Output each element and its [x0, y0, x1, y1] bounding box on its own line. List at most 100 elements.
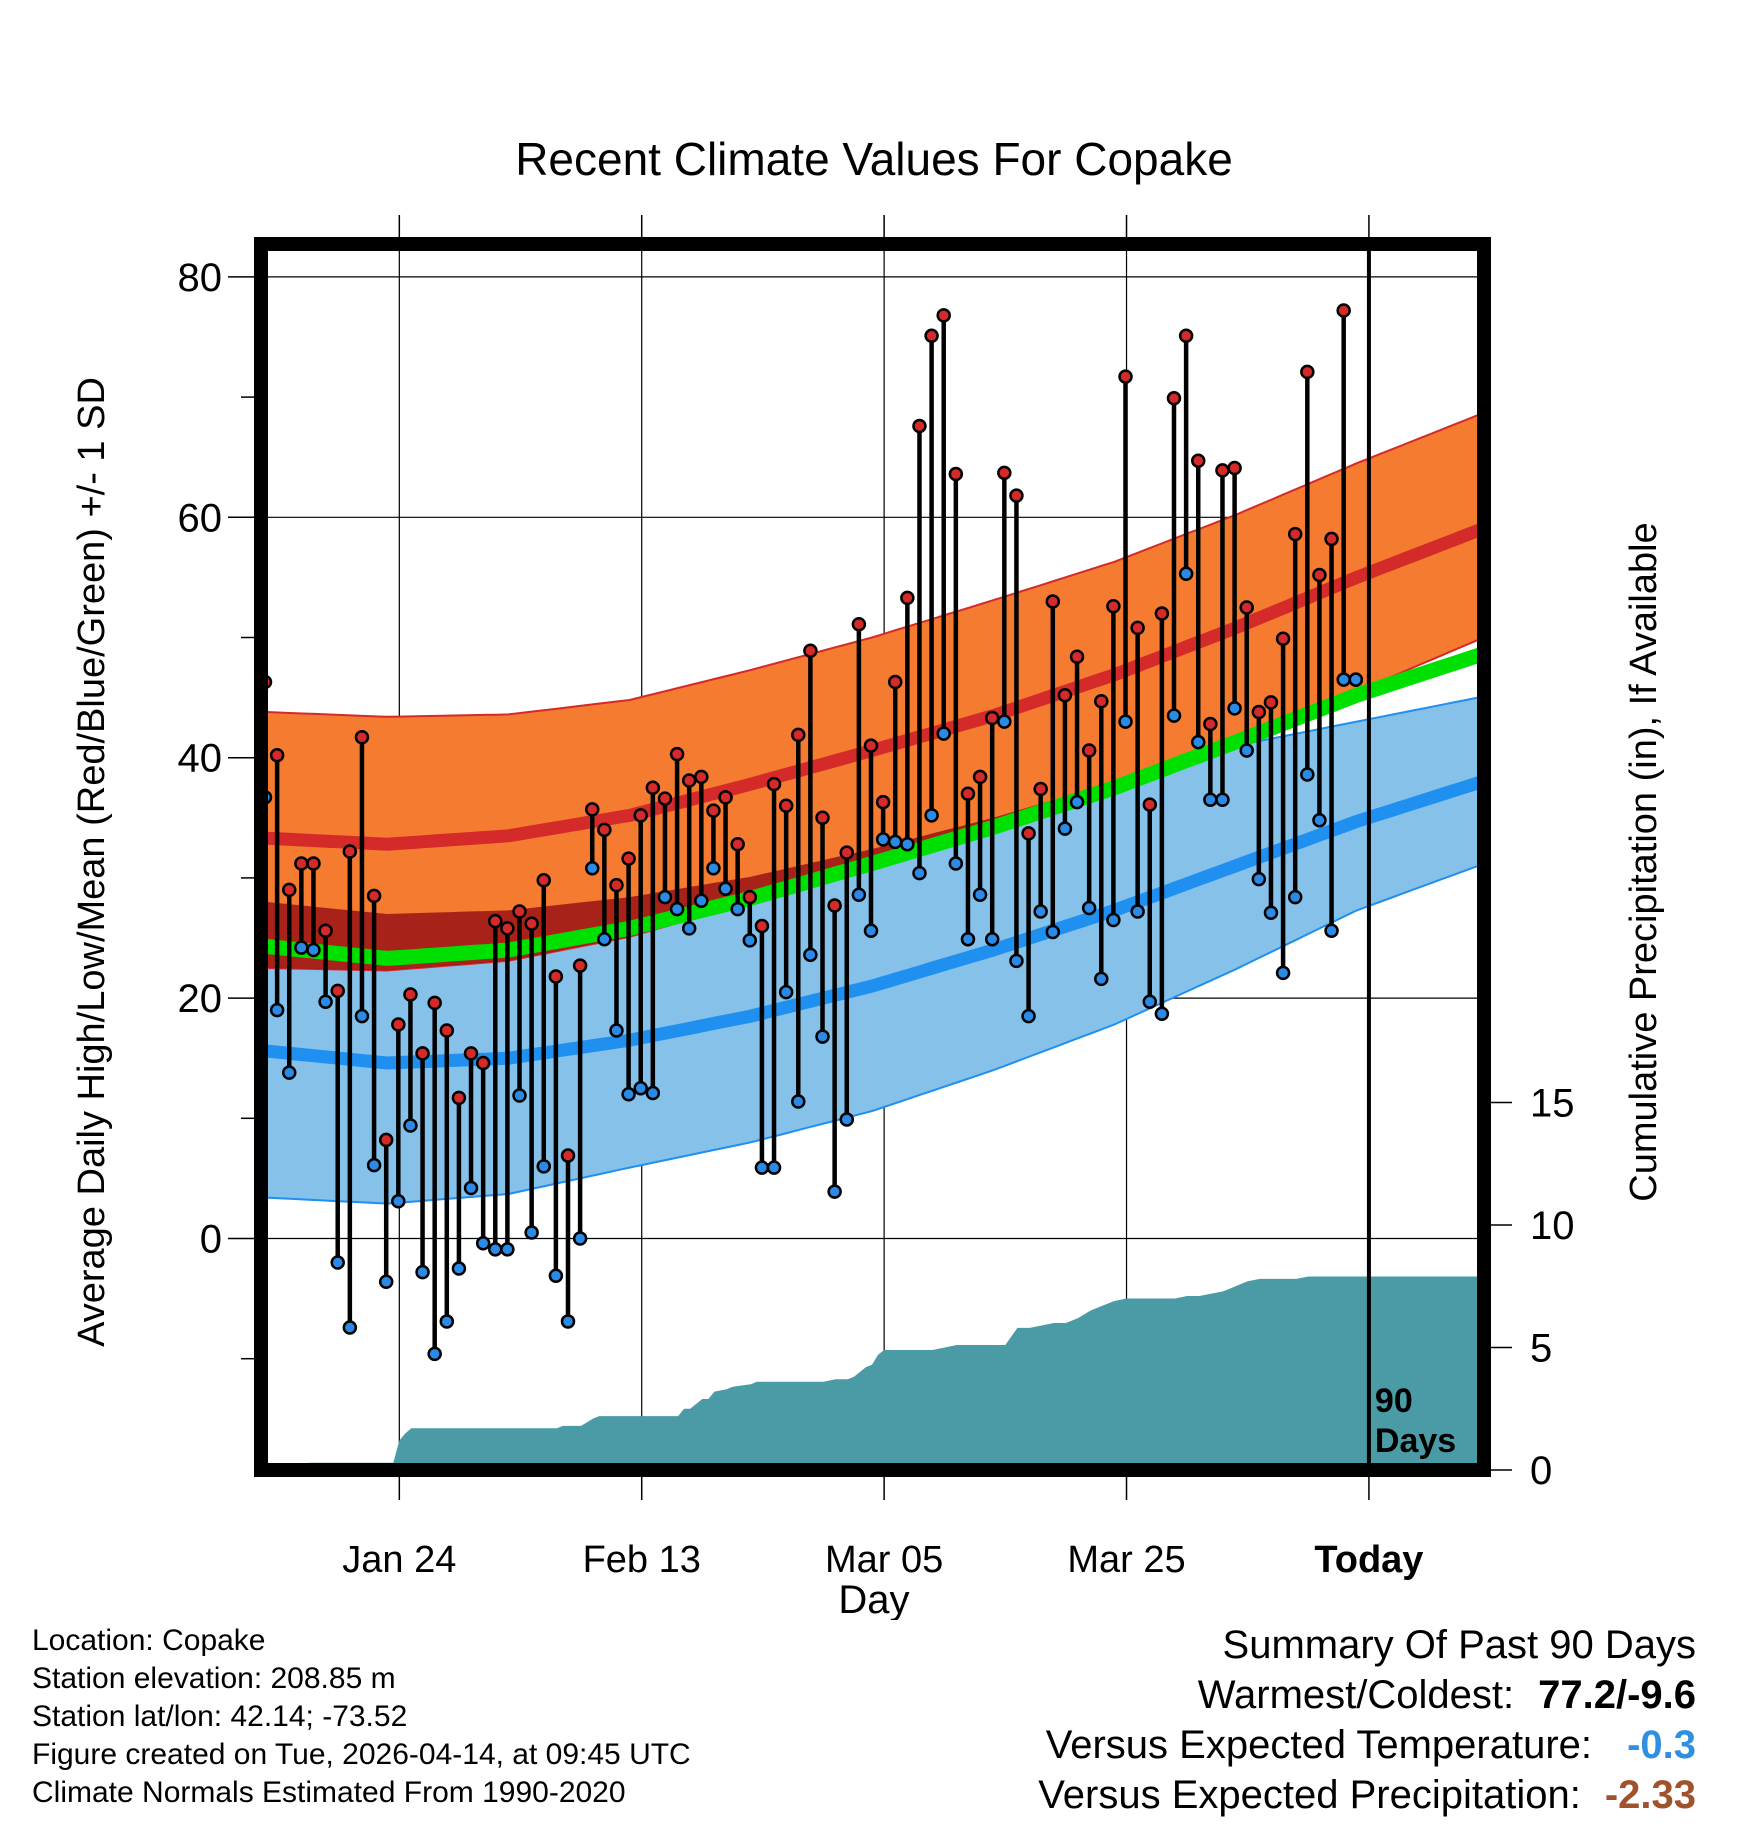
latlon-text: Station lat/lon: 42.14; -73.52 [32, 1700, 408, 1733]
y-axis-label-left: Average Daily High/Low/Mean (Red/Blue/Gr… [71, 377, 113, 1347]
daily-high-point [451, 1090, 467, 1106]
daily-low-point [706, 861, 721, 876]
daily-high-point [827, 898, 842, 913]
summary-prec-label: Versus Expected Precipitation: [1038, 1773, 1581, 1817]
daily-low-point [1336, 672, 1351, 687]
daily-high-point [815, 810, 830, 826]
daily-low-point [512, 1088, 527, 1103]
elevation-text: Station elevation: 208.85 m [32, 1662, 396, 1695]
daily-low-point [984, 931, 1000, 947]
y-tick-label-left: 60 [178, 496, 223, 540]
daily-low-point [609, 1023, 624, 1038]
daily-low-point [851, 887, 867, 902]
daily-high-point [887, 674, 903, 690]
daily-high-point [1190, 453, 1206, 469]
daily-high-point [694, 769, 709, 785]
daily-low-point [742, 933, 758, 948]
daily-low-point [1021, 1008, 1036, 1024]
daily-low-point [1154, 1006, 1170, 1021]
summary-warm-value: 77.2/-9.6 [1538, 1673, 1696, 1717]
daily-high-point [475, 1055, 491, 1071]
daily-low-point [281, 1065, 297, 1080]
chart-title: Recent Climate Values For Copake [515, 133, 1233, 185]
daily-low-point [1215, 792, 1230, 808]
daily-low-point [463, 1180, 479, 1196]
daily-high-point [330, 983, 345, 999]
daily-low-point [1178, 566, 1194, 582]
daily-high-point [778, 798, 794, 814]
summary-temp-value: -0.3 [1627, 1723, 1696, 1767]
daily-low-point [548, 1268, 564, 1284]
daily-high-point [706, 803, 721, 818]
daily-high-point [633, 808, 648, 823]
daily-low-point [354, 1008, 370, 1024]
daily-high-point [803, 643, 818, 658]
daily-high-point [488, 913, 503, 929]
daily-low-point [1045, 924, 1061, 940]
daily-low-point [803, 947, 818, 963]
daily-high-point [1263, 695, 1279, 710]
daily-high-point [1118, 369, 1133, 384]
daily-high-point [900, 590, 915, 606]
daily-low-point [475, 1236, 491, 1251]
daily-high-point [851, 617, 867, 632]
daily-high-point [1275, 631, 1291, 646]
daily-low-point [718, 881, 733, 896]
daily-low-point [1227, 701, 1242, 716]
daily-high-point [766, 776, 782, 792]
normals-text: Climate Normals Estimated From 1990-2020 [32, 1776, 626, 1809]
daily-high-point [1215, 463, 1230, 478]
daily-low-point [633, 1081, 648, 1096]
daily-high-point [1178, 328, 1194, 344]
daily-high-point [427, 995, 442, 1011]
daily-low-point [754, 1160, 770, 1175]
y-tick-label-left: 80 [178, 256, 223, 300]
daily-low-point [1324, 923, 1339, 939]
overlap-band [266, 637, 1484, 971]
daily-high-point [572, 958, 588, 973]
daily-high-point [948, 466, 964, 482]
daily-low-point [403, 1118, 418, 1133]
daily-high-point [657, 791, 673, 806]
today-label-unit: Days [1375, 1422, 1456, 1460]
daily-high-point [1336, 303, 1351, 318]
daily-low-point [997, 714, 1012, 729]
daily-high-point [1154, 606, 1170, 621]
daily-low-point [1348, 672, 1364, 687]
daily-low-point [1166, 708, 1182, 723]
daily-high-point [912, 418, 927, 434]
daily-high-point [1057, 687, 1073, 703]
daily-low-point [318, 994, 333, 1009]
daily-low-point [730, 901, 745, 917]
daily-high-point [1045, 594, 1061, 609]
precip-area [266, 1276, 1484, 1470]
daily-high-point [306, 856, 321, 871]
y-tick-label-right: 15 [1530, 1082, 1575, 1126]
daily-high-point [924, 328, 939, 344]
daily-high-point [269, 748, 285, 763]
daily-low-point [366, 1157, 382, 1173]
daily-low-point [900, 836, 915, 852]
daily-low-point [1300, 767, 1315, 782]
x-tick-label: Mar 25 [1067, 1539, 1185, 1581]
daily-high-point [1287, 526, 1303, 542]
daily-high-point [439, 1023, 455, 1038]
daily-high-point [1203, 716, 1218, 732]
x-tick-label: Feb 13 [583, 1539, 701, 1581]
daily-high-point [1009, 488, 1024, 503]
daily-high-point [972, 769, 988, 785]
daily-low-point [887, 834, 903, 850]
x-tick-label: Today [1314, 1539, 1423, 1581]
daily-high-point [742, 889, 758, 905]
daily-high-point [984, 710, 1000, 726]
daily-low-point [1069, 794, 1085, 810]
y-axis-label-right: Cumulative Precipitation (in), If Availa… [1623, 522, 1665, 1201]
daily-high-point [1033, 781, 1048, 797]
daily-high-point [730, 836, 745, 852]
daily-low-point [1094, 971, 1109, 987]
daily-high-point [645, 780, 661, 795]
daily-high-point [936, 308, 951, 323]
daily-low-point [1275, 965, 1291, 981]
daily-high-point [839, 845, 855, 860]
